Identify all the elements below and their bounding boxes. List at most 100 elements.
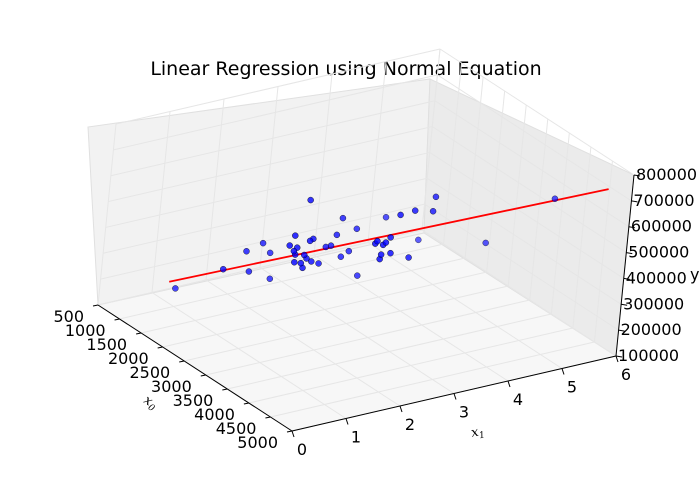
x0-tick-mark-2 xyxy=(136,332,142,335)
scatter-point xyxy=(337,253,345,260)
grid-line-y-left-7 xyxy=(115,48,441,125)
grid-line-x0-wall-2 xyxy=(464,76,484,259)
y-tick-mark-0 xyxy=(615,355,623,358)
x1-tick-label: 6 xyxy=(621,365,631,384)
grid-line-x0-wall-3 xyxy=(486,90,506,273)
y-tick-label: 300000 xyxy=(623,294,684,313)
x1-tick-label: 5 xyxy=(567,378,577,397)
y-tick-mark-3 xyxy=(623,277,630,280)
scatter-point xyxy=(339,214,347,222)
x0-tick-mark-6 xyxy=(222,388,228,391)
x1-tick-mark-3 xyxy=(453,393,457,400)
x0-tick-label: 3500 xyxy=(173,391,214,410)
x1-tick-mark-6 xyxy=(615,355,619,363)
grid-line-y-right-1 xyxy=(424,203,619,331)
x0-tick-label: 2500 xyxy=(130,363,171,382)
x0-axis-line xyxy=(97,304,293,432)
x0-tick-mark-1 xyxy=(114,318,120,321)
scatter-point xyxy=(322,243,330,251)
grid-line-y-left-6 xyxy=(113,74,438,151)
grid-line-y-right-6 xyxy=(437,74,632,202)
data-layer xyxy=(169,188,609,292)
scatter-point xyxy=(377,251,385,258)
grid-line-x0-wall-8 xyxy=(593,160,613,343)
grid-line-x1-wall-5 xyxy=(367,61,387,243)
y-tick-label: 800000 xyxy=(636,165,697,184)
y-tick-label: 100000 xyxy=(618,346,679,365)
x1-axis-label: x1 xyxy=(470,424,486,443)
scatter-point xyxy=(286,242,293,249)
grid-line-y-left-3 xyxy=(105,151,430,228)
y-tick-mark-7 xyxy=(633,174,641,177)
x0-tick-label: 1000 xyxy=(65,321,106,340)
x0-tick-label: 1500 xyxy=(86,335,127,354)
x1-tick-mark-1 xyxy=(345,418,349,425)
grid-line-x1-wall-0 xyxy=(97,123,117,306)
x1-tick-mark-0 xyxy=(291,430,295,438)
grid-line-y-left-0 xyxy=(97,229,423,306)
x1-tick-mark-4 xyxy=(507,380,511,388)
grid-line-y-left-4 xyxy=(108,126,433,203)
x1-tick-mark-2 xyxy=(399,405,403,413)
grid-line-x0-wall-4 xyxy=(507,104,527,287)
scatter-point xyxy=(354,272,361,279)
x0-tick-label: 2000 xyxy=(108,349,149,368)
x0-tick-label: 3000 xyxy=(151,377,192,396)
y-tick-label: 500000 xyxy=(628,243,689,262)
chart-title: Linear Regression using Normal Equation xyxy=(150,58,541,80)
scatter-point xyxy=(219,265,227,273)
scatter-point xyxy=(266,275,274,283)
scatter-point xyxy=(307,196,314,204)
scatter-point xyxy=(411,207,419,214)
grid-line-y-right-7 xyxy=(439,48,635,176)
x0-tick-label: 4500 xyxy=(216,419,257,438)
scatter-point xyxy=(259,239,267,247)
scatter-point xyxy=(308,258,315,265)
grid-line-x1-floor-1 xyxy=(151,292,347,419)
grid-line-x0-wall-7 xyxy=(572,146,592,329)
x1-tick-label: 4 xyxy=(513,390,523,409)
x0-tick-mark-0 xyxy=(92,304,99,307)
grid-line-x1-wall-3 xyxy=(259,86,279,268)
grid-lines xyxy=(97,48,635,432)
grid-line-x0-wall-1 xyxy=(443,62,463,245)
x0-tick-mark-7 xyxy=(243,402,249,405)
grid-line-x1-wall-6 xyxy=(421,48,441,231)
x1-tick-label: 1 xyxy=(351,428,361,447)
grid-line-y-right-0 xyxy=(421,229,617,357)
x0-tick-mark-3 xyxy=(157,346,163,349)
x0-axis-label: x0 xyxy=(140,393,160,415)
scatter-point xyxy=(266,249,274,257)
grid-line-y-left-5 xyxy=(110,100,435,177)
scatter-point xyxy=(353,225,361,233)
scatter-point xyxy=(315,260,322,267)
y-axis-line xyxy=(615,174,635,357)
x0-tick-label: 5000 xyxy=(237,433,278,452)
scatter-point xyxy=(551,195,559,203)
grid-line-y-right-3 xyxy=(429,152,624,279)
y-tick-mark-2 xyxy=(621,303,628,306)
x0-tick-mark-4 xyxy=(179,360,185,363)
grid-line-x1-wall-2 xyxy=(205,98,225,281)
y-tick-mark-5 xyxy=(628,226,635,229)
scatter-point xyxy=(300,251,308,259)
x1-tick-label: 3 xyxy=(459,403,469,422)
y-tick-mark-4 xyxy=(626,252,633,255)
scatter-point xyxy=(482,239,489,247)
grid-line-x1-wall-4 xyxy=(313,73,333,256)
grid-line-x1-floor-4 xyxy=(313,254,509,382)
scatter-point xyxy=(374,237,381,245)
scatter-point xyxy=(291,259,298,266)
y-axis-label: y xyxy=(690,265,699,284)
scatter-point xyxy=(297,259,305,267)
grid-line-x1-floor-2 xyxy=(205,279,401,407)
scatter-point xyxy=(245,268,253,275)
x0-tick-label: 4000 xyxy=(194,405,235,424)
grid-line-x1-floor-5 xyxy=(367,242,563,369)
x0-tick-mark-9 xyxy=(286,430,293,433)
scatter-point xyxy=(345,247,353,255)
grid-line-x0-wall-6 xyxy=(550,132,570,315)
grid-line-y-left-2 xyxy=(103,177,428,254)
